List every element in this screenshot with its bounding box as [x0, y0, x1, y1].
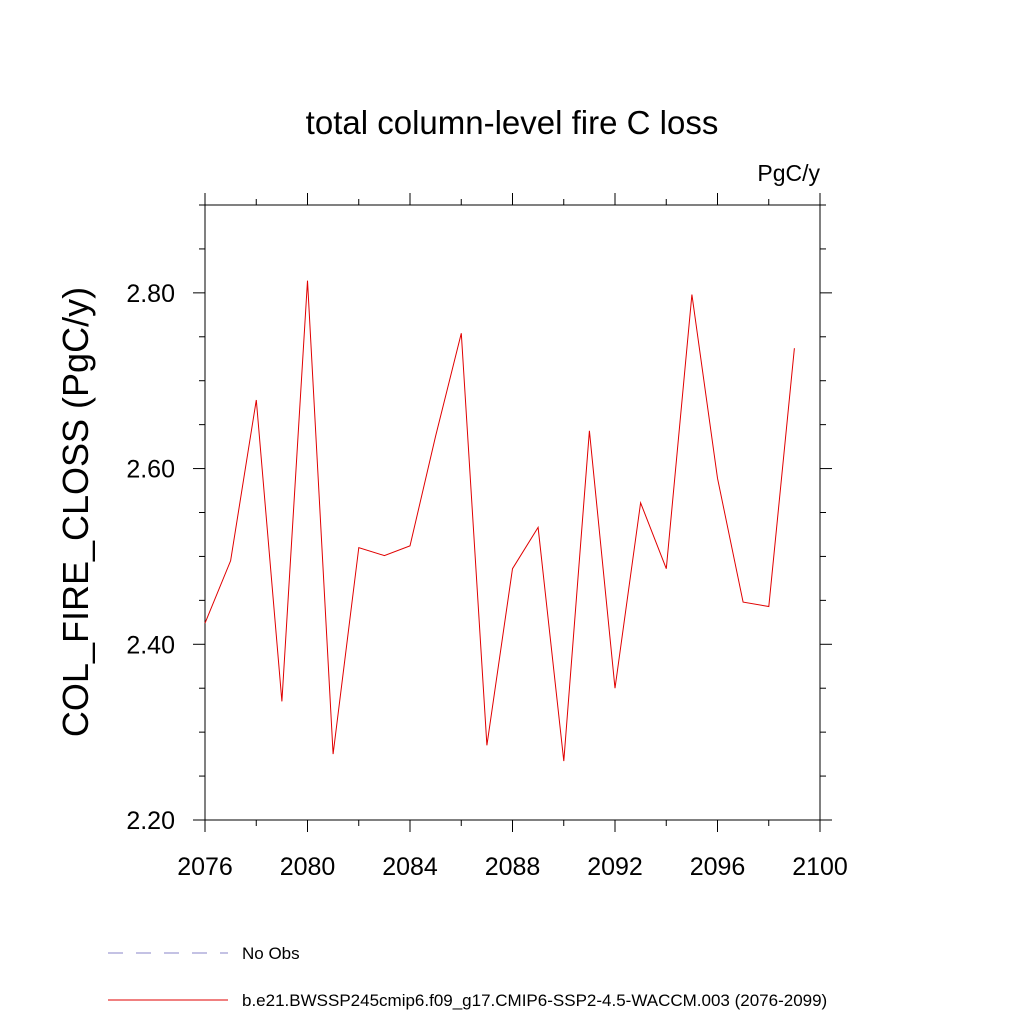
plot-frame: [204, 204, 821, 821]
axis-ticks: [193, 193, 832, 832]
legend-label-model: b.e21.BWSSP245cmip6.f09_g17.CMIP6-SSP2-4…: [242, 991, 827, 1010]
x-tick-label: 2080: [280, 853, 336, 881]
series-layer: [204, 280, 795, 762]
legend: No Obs b.e21.BWSSP245cmip6.f09_g17.CMIP6…: [108, 944, 827, 1010]
x-tick-label: 2100: [792, 853, 848, 881]
y-tick-label: 2.20: [126, 807, 175, 835]
x-tick-label: 2076: [177, 853, 233, 881]
x-tick-labels: 2076 2080 2084 2088 2092 2096 2100: [177, 853, 848, 881]
series-line: [204, 280, 795, 762]
x-tick-label: 2088: [485, 853, 541, 881]
x-tick-label: 2096: [690, 853, 746, 881]
y-tick-label: 2.60: [126, 456, 175, 484]
chart-title: total column-level fire C loss: [306, 104, 719, 141]
x-tick-label: 2092: [587, 853, 643, 881]
legend-label-no-obs: No Obs: [242, 944, 300, 963]
y-axis-label: COL_FIRE_CLOSS (PgC/y): [55, 287, 96, 737]
units-label: PgC/y: [757, 160, 820, 186]
x-tick-label: 2084: [382, 853, 438, 881]
y-tick-labels: 2.20 2.40 2.60 2.80: [126, 280, 175, 835]
y-tick-label: 2.80: [126, 280, 175, 308]
y-tick-label: 2.40: [126, 631, 175, 659]
